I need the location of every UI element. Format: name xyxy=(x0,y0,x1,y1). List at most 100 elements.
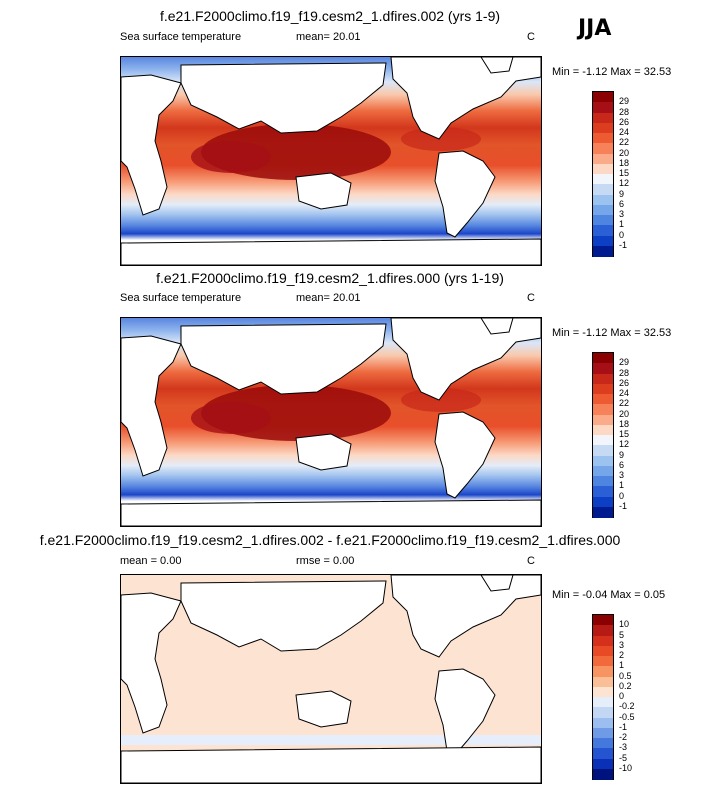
season-label: JJA xyxy=(578,16,612,41)
colorbar-segment xyxy=(593,112,613,124)
colorbar-tick-label: 20 xyxy=(619,147,630,158)
colorbar-tick-label: 15 xyxy=(619,168,630,178)
colorbar-tick-label: 0 xyxy=(619,229,625,240)
colorbar-segment xyxy=(593,645,613,657)
colorbar-segment xyxy=(593,465,613,477)
colorbar-tick-label: 6 xyxy=(619,459,625,470)
colorbar-tick-label: -0.2 xyxy=(619,701,635,712)
colorbar-tick-label: -3 xyxy=(619,742,628,753)
colorbar-segment xyxy=(593,225,613,236)
panel-2-colorbar: 29 28 26 24 22 20 18 15 12 9 6 3 1 0 -1 xyxy=(592,352,629,518)
panel-1-title: f.e21.F2000climo.f19_f19.cesm2_1.dfires.… xyxy=(159,8,501,24)
colorbar-tick-label: -0.5 xyxy=(619,711,635,722)
colorbar-tick-label: 18 xyxy=(619,157,630,168)
colorbar-segment xyxy=(593,717,613,729)
colorbar-segment xyxy=(593,373,613,385)
panel-1-minmax-label: Min = -1.12 Max = 32.53 xyxy=(552,66,672,78)
colorbar-segment xyxy=(593,455,613,467)
colorbar-segment xyxy=(593,383,613,395)
colorbar-segment xyxy=(593,153,613,165)
colorbar-segment xyxy=(593,615,613,626)
colorbar-tick-label: 1 xyxy=(619,219,625,230)
panel-2-minmax-label: Min = -1.12 Max = 32.53 xyxy=(552,327,672,339)
colorbar-segment xyxy=(593,758,613,770)
colorbar-segment xyxy=(593,92,613,103)
colorbar-tick-label: 9 xyxy=(619,188,625,199)
colorbar-tick-label: 3 xyxy=(619,470,625,480)
colorbar-tick-label: 28 xyxy=(619,367,630,378)
colorbar-segment xyxy=(593,215,613,226)
colorbar-tick-label: 22 xyxy=(619,137,630,148)
panel-2-title: f.e21.F2000climo.f19_f19.cesm2_1.dfires.… xyxy=(156,270,504,286)
colorbar-segment xyxy=(593,686,613,698)
panel-2-sst-field xyxy=(121,318,541,526)
colorbar-tick-label: 0 xyxy=(619,691,625,701)
colorbar-tick-label: -1 xyxy=(619,721,628,732)
colorbar-tick-label: 22 xyxy=(619,398,630,409)
panel-1-variable-label: Sea surface temperature xyxy=(120,31,242,43)
colorbar-tick-label: -2 xyxy=(619,732,628,742)
colorbar-segment xyxy=(593,414,613,426)
colorbar-tick-label: 15 xyxy=(619,429,630,439)
panel-3-title: f.e21.F2000climo.f19_f19.cesm2_1.dfires.… xyxy=(39,532,621,548)
colorbar-tick-label: 5 xyxy=(619,629,625,640)
panel-3-colorbar: 10 5 3 2 1 0.5 0.2 0 -0.2 -0.5 -1 -2 -3 -5 -10 xyxy=(592,614,635,780)
colorbar-tick-label: 29 xyxy=(619,96,630,107)
panel-3-units-label: C xyxy=(527,555,535,567)
panel-2-map xyxy=(120,317,542,527)
colorbar-tick-label: 6 xyxy=(619,198,625,209)
colorbar-segment xyxy=(593,424,613,436)
colorbar-tick-label: 20 xyxy=(619,408,630,419)
colorbar-segment xyxy=(593,363,613,374)
colorbar-tick-label: 3 xyxy=(619,209,625,219)
colorbar-segment xyxy=(593,748,613,759)
colorbar-segment xyxy=(593,102,613,113)
colorbar-segment xyxy=(593,476,613,487)
colorbar-segment xyxy=(593,727,613,739)
panel-3-rmse-label: rmse = 0.00 xyxy=(296,555,355,567)
colorbar-tick-label: -1 xyxy=(619,500,628,511)
panel-1-map xyxy=(120,56,542,266)
colorbar-segment xyxy=(593,496,613,508)
panel-2-mean-label: mean= 20.01 xyxy=(296,292,361,304)
colorbar-segment xyxy=(593,697,613,708)
panel-1-units-label: C xyxy=(527,31,535,43)
panel-3-mean-label: mean = 0.00 xyxy=(120,555,182,567)
panel-1-colorbar: 29 28 26 24 22 20 18 15 12 9 6 3 1 0 -1 xyxy=(592,91,629,257)
colorbar-segment xyxy=(593,235,613,247)
colorbar-tick-label: 28 xyxy=(619,106,630,117)
colorbar-segment xyxy=(593,768,613,780)
colorbar-segment xyxy=(593,676,613,688)
colorbar-tick-label: 3 xyxy=(619,639,625,650)
colorbar-segment xyxy=(593,245,613,257)
colorbar-tick-label: 12 xyxy=(619,439,630,450)
colorbar-segment xyxy=(593,435,613,446)
panel-1-sst-field xyxy=(121,57,541,265)
colorbar-tick-label: 26 xyxy=(619,377,630,388)
colorbar-tick-label: 1 xyxy=(619,480,625,491)
colorbar-segment xyxy=(593,174,613,185)
panel-1-mean-label: mean= 20.01 xyxy=(296,31,361,43)
colorbar-segment xyxy=(593,404,613,415)
colorbar-tick-label: -10 xyxy=(619,762,633,773)
colorbar-tick-label: 9 xyxy=(619,449,625,460)
colorbar-segment xyxy=(593,635,613,647)
colorbar-segment xyxy=(593,163,613,175)
colorbar-segment xyxy=(593,184,613,195)
colorbar-segment xyxy=(593,506,613,518)
colorbar-tick-label: 1 xyxy=(619,660,625,671)
colorbar-segment xyxy=(593,394,613,405)
colorbar-segment xyxy=(593,707,613,718)
colorbar-segment xyxy=(593,122,613,134)
colorbar-tick-label: 0.2 xyxy=(619,680,632,691)
colorbar-segment xyxy=(593,486,613,497)
colorbar-segment xyxy=(593,656,613,667)
colorbar-tick-label: 2 xyxy=(619,650,625,660)
colorbar-tick-label: 0.5 xyxy=(619,670,632,681)
colorbar-segment xyxy=(593,738,613,749)
colorbar-tick-label: 26 xyxy=(619,116,630,127)
colorbar-segment xyxy=(593,204,613,216)
colorbar-tick-label: 24 xyxy=(619,127,630,137)
colorbar-tick-label: 0 xyxy=(619,490,625,501)
panel-3-minmax-label: Min = -0.04 Max = 0.05 xyxy=(552,589,666,601)
